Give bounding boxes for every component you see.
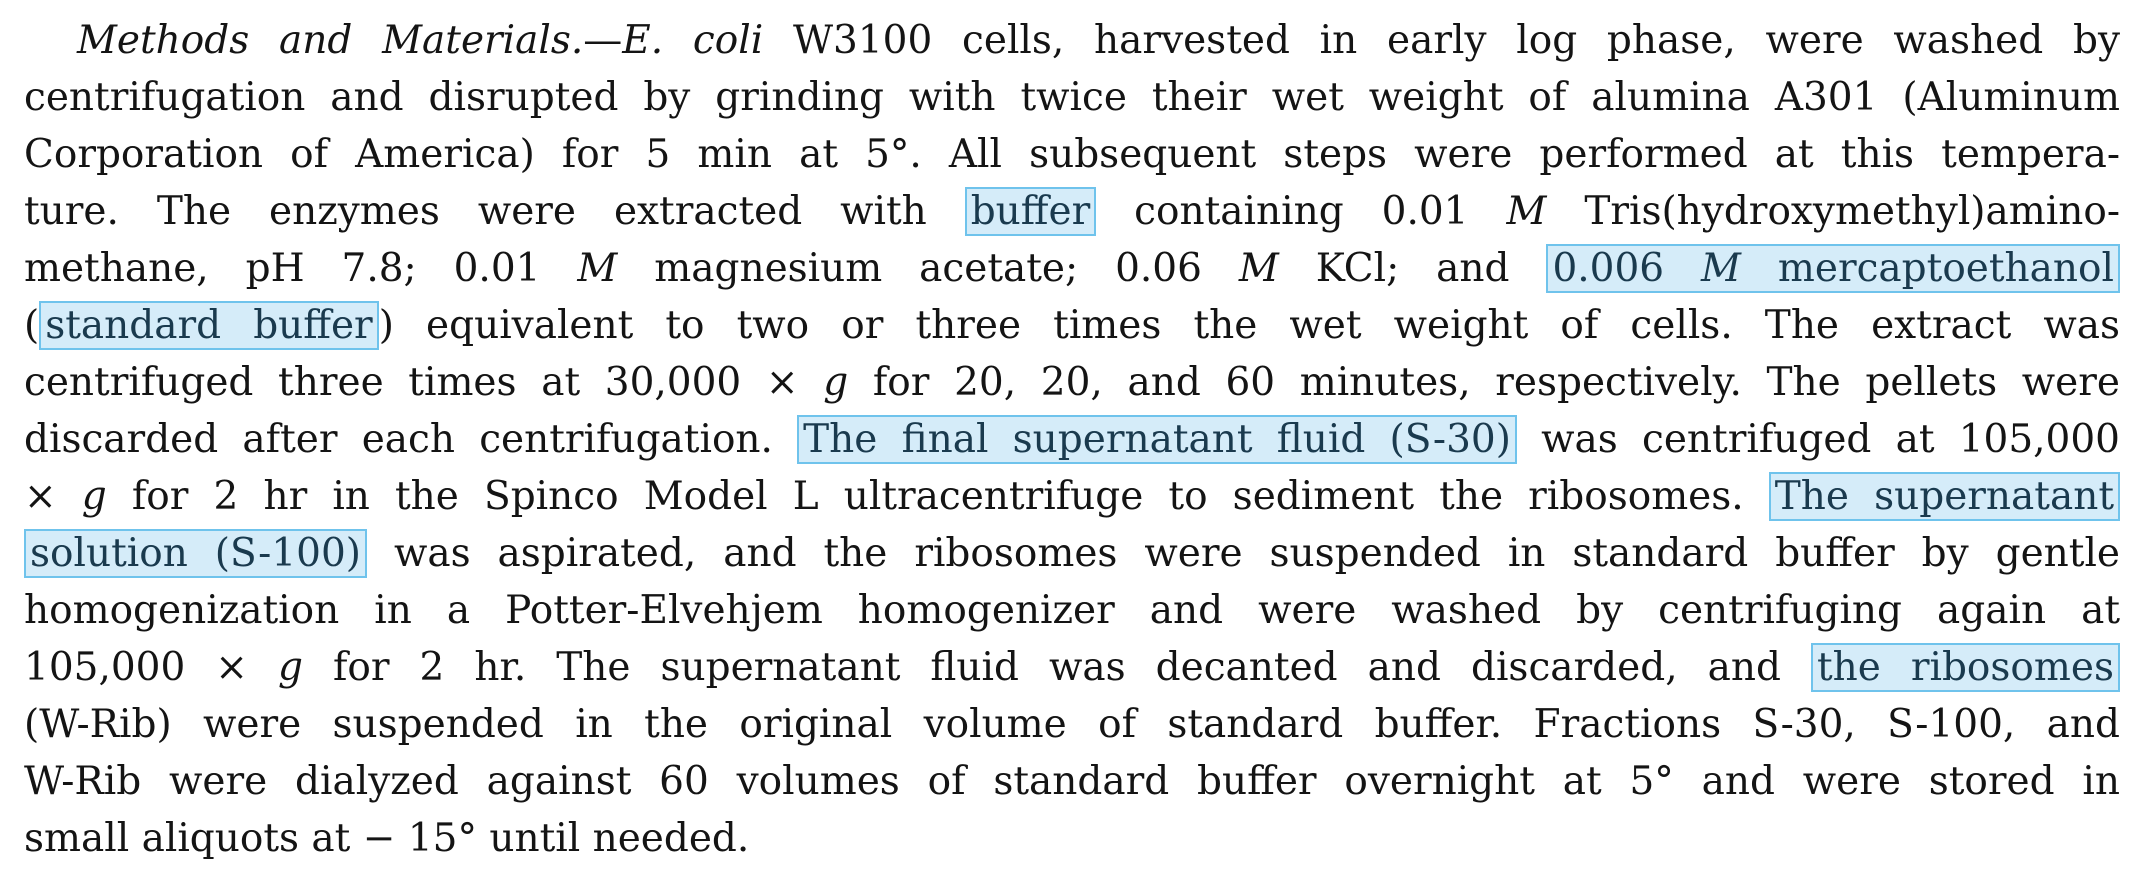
text-line-11: homogenization in a Potter-Elvehjem homo…	[24, 588, 2120, 633]
text-line-6: (standard buffer) equivalent to two or t…	[24, 301, 2120, 350]
text-line-13: (W-Rib) were suspended in the original v…	[24, 702, 2120, 747]
section-heading: Methods and Materials.	[77, 18, 584, 63]
species-name: E. coli	[622, 18, 764, 63]
text-line-8: discarded after each centrifugation. The…	[24, 415, 2120, 464]
text-line-12: 105,000 × g for 2 hr. The supernatant fl…	[24, 639, 2120, 696]
text-line-9: × g for 2 hr in the Spinco Model L ultra…	[24, 468, 2120, 525]
highlight-buffer[interactable]: buffer	[964, 187, 1097, 236]
text-line-2: centrifugation and disrupted by grinding…	[24, 75, 2120, 120]
highlight-standard-buffer[interactable]: standard buffer	[39, 301, 379, 350]
text-line-1: Methods and Materials.—E. coli W3100 cel…	[77, 18, 2120, 63]
text-line-10: solution (S-100) was aspirated, and the …	[24, 525, 2120, 582]
highlight-supernatant-end[interactable]: solution (S-100)	[24, 529, 367, 578]
methods-paragraph: Methods and Materials.—E. coli W3100 cel…	[24, 12, 2120, 867]
text-line-3: Corporation of America) for 5 min at 5°.…	[24, 132, 2120, 177]
text-line-7: centrifuged three times at 30,000 × g fo…	[24, 360, 2120, 405]
text-line-15: small aliquots at − 15° until needed.	[24, 816, 750, 861]
highlight-ribosomes[interactable]: the ribosomes	[1810, 643, 2120, 692]
highlight-mercaptoethanol[interactable]: 0.006 M mercaptoethanol	[1546, 244, 2120, 293]
text-line-5: methane, pH 7.8; 0.01 M magnesium acetat…	[24, 240, 2120, 297]
text-line-4: ture. The enzymes were extracted with bu…	[24, 187, 2121, 236]
highlight-s30[interactable]: The final supernatant fluid (S-30)	[797, 415, 1517, 464]
highlight-supernatant-start[interactable]: The supernatant	[1768, 472, 2120, 521]
text-line-14: W-Rib were dialyzed against 60 volumes o…	[24, 759, 2120, 804]
